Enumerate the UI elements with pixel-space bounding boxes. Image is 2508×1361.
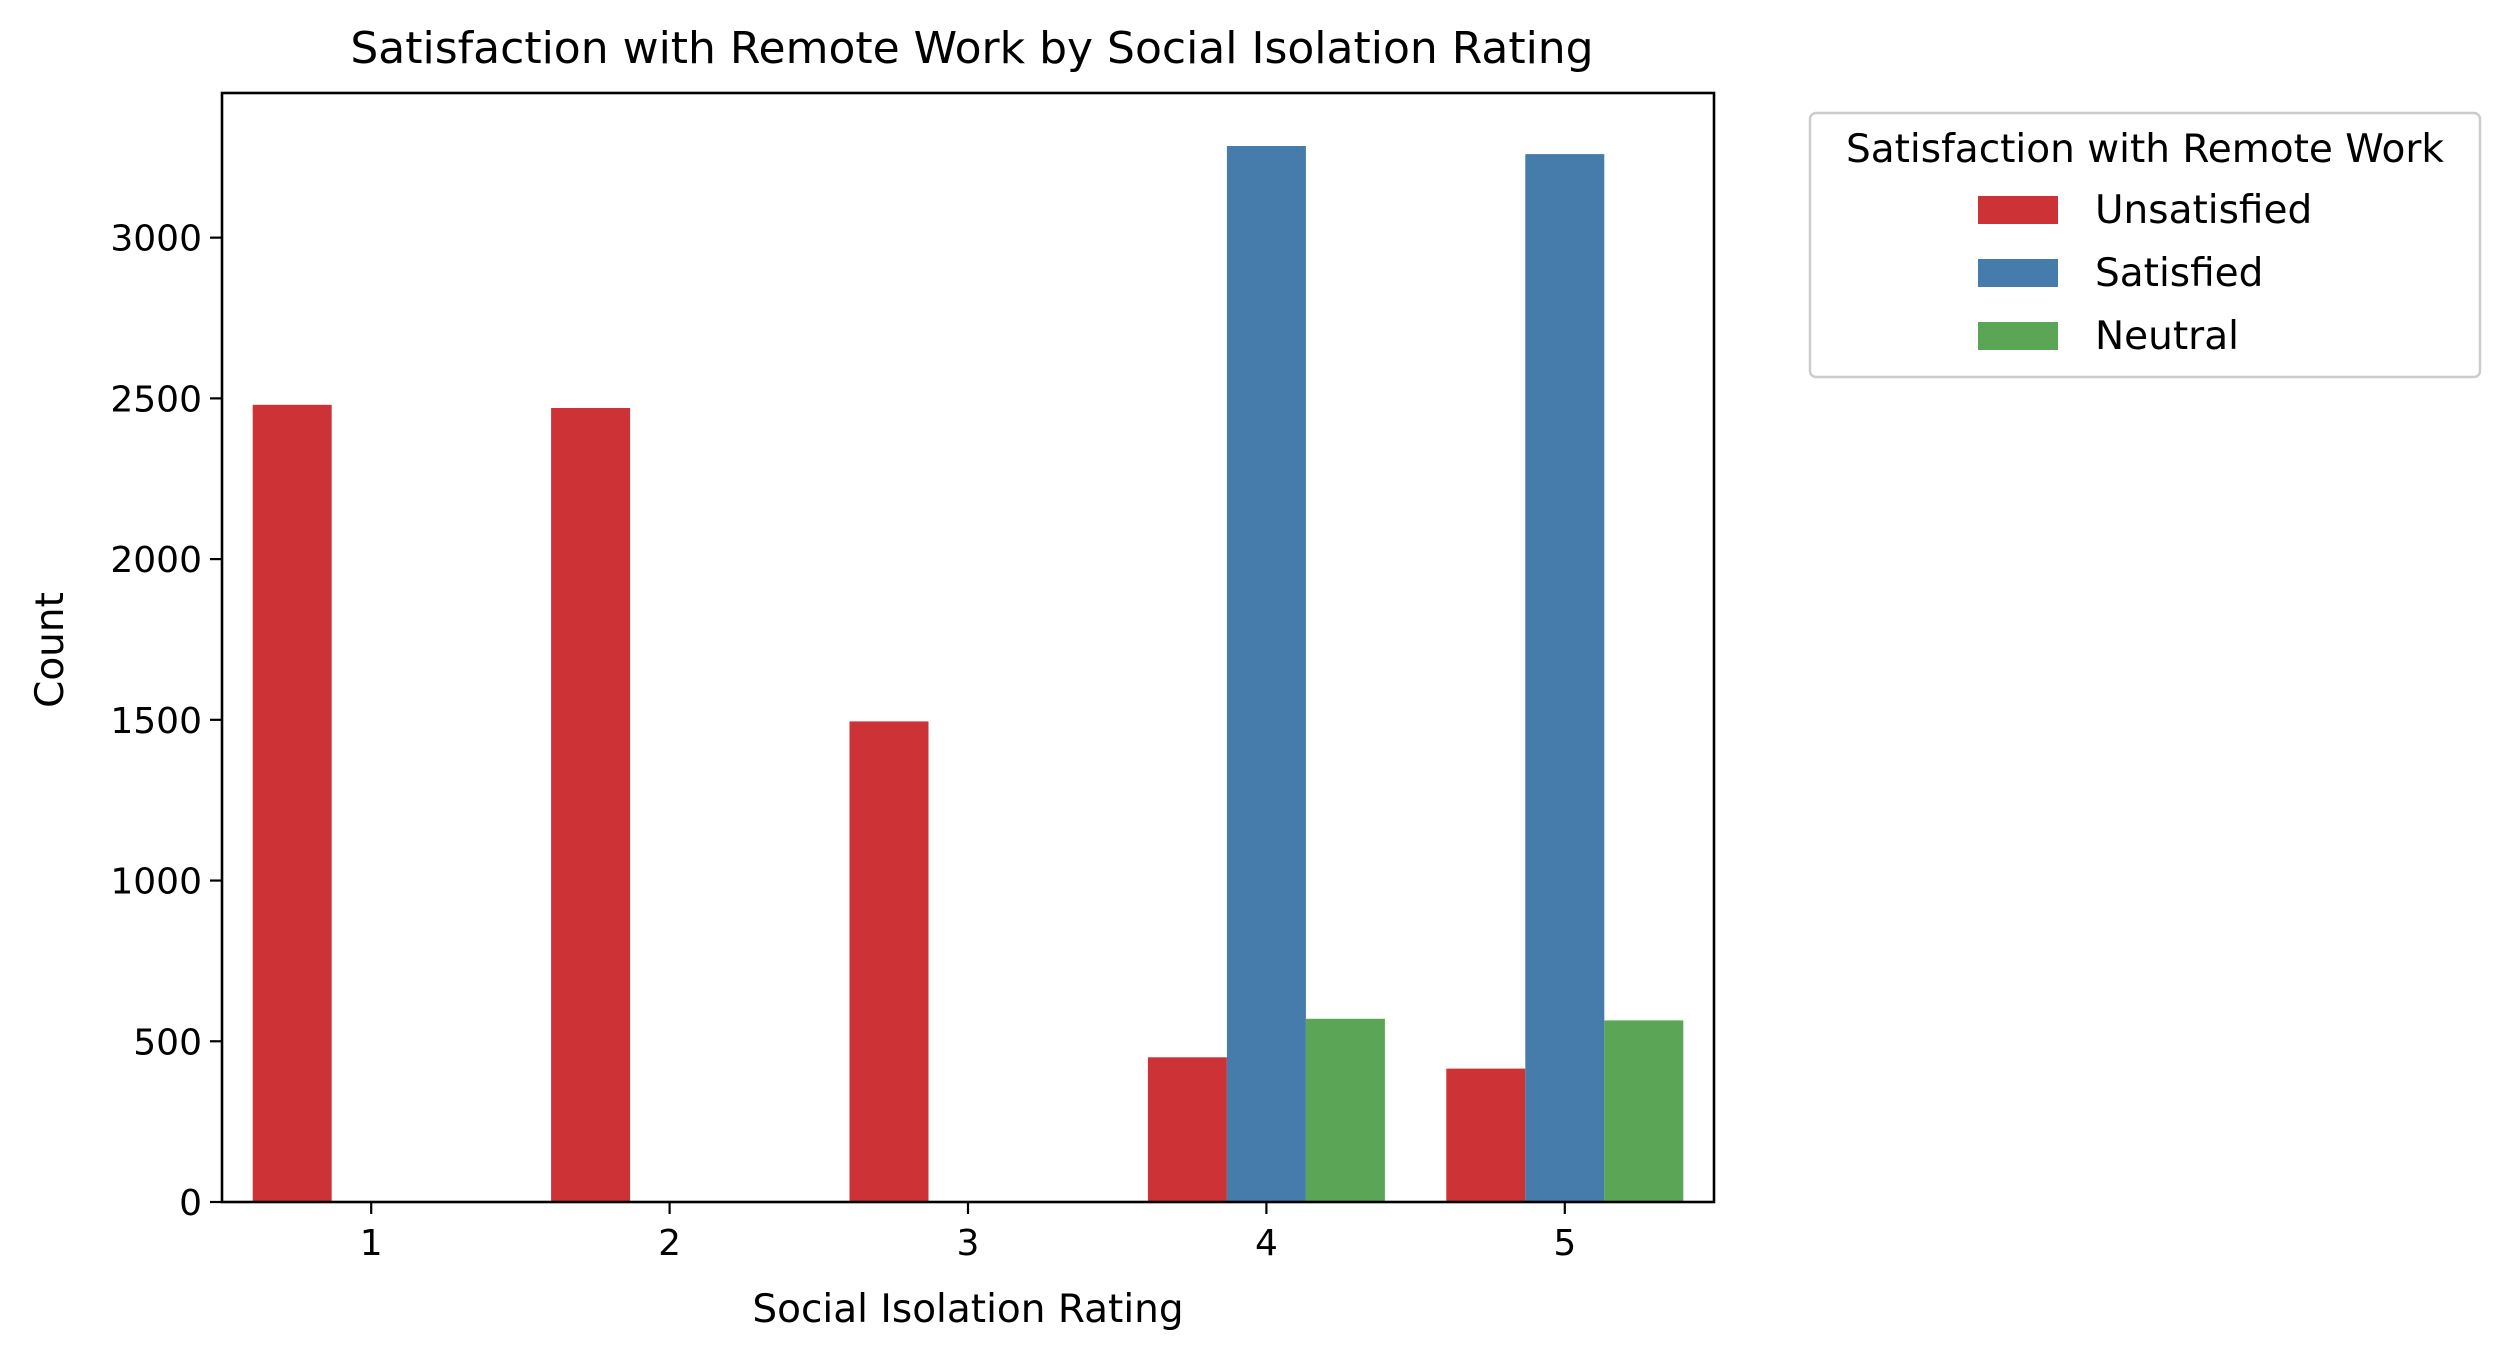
x-tick-label: 4 [1255,1223,1278,1264]
bars-group [252,146,1684,1203]
bar-satisfied-5 [1525,154,1605,1203]
x-axis-label: Social Isolation Rating [752,1287,1183,1332]
bar-unsatisfied-5 [1446,1068,1526,1202]
legend-swatch-unsatisfied [1978,196,2058,224]
legend-items: Unsatisfied Satisfied Neutral [1978,188,2312,359]
x-tick-label: 3 [957,1223,980,1264]
x-tick-label: 1 [360,1223,383,1264]
x-tick-label: 2 [658,1223,681,1264]
legend-frame [1808,111,2482,379]
bar-unsatisfied-1 [252,404,332,1202]
x-axis: 1 2 3 4 5 [360,1202,1576,1264]
bar-unsatisfied-2 [551,408,631,1202]
legend: Satisfaction with Remote Work Unsatisfie… [1808,111,2482,379]
y-tick-label: 1500 [110,701,202,742]
legend-label-satisfied: Satisfied [2095,251,2263,296]
y-tick-label: 1000 [110,862,202,903]
y-axis: 0 500 1000 1500 2000 2500 3000 [110,219,222,1224]
bar-neutral-4 [1305,1018,1385,1202]
plot-frame [220,91,1716,1204]
x-tick-label: 5 [1553,1223,1576,1264]
y-axis-label: Count [28,592,73,708]
y-tick-label: 0 [179,1183,202,1224]
legend-label-neutral: Neutral [2095,314,2239,359]
legend-label-unsatisfied: Unsatisfied [2095,188,2312,233]
legend-swatch-satisfied [1978,259,2058,287]
y-tick-label: 3000 [110,219,202,260]
y-tick-label: 2000 [110,540,202,581]
bar-unsatisfied-4 [1147,1057,1227,1202]
y-tick-label: 500 [133,1022,202,1063]
bar-neutral-5 [1604,1020,1684,1202]
bar-satisfied-4 [1226,146,1306,1202]
bar-unsatisfied-3 [849,721,929,1202]
y-tick-label: 2500 [110,379,202,420]
chart-title: Satisfaction with Remote Work by Social … [350,23,1593,74]
legend-swatch-neutral [1978,322,2058,350]
legend-title: Satisfaction with Remote Work [1846,127,2444,172]
